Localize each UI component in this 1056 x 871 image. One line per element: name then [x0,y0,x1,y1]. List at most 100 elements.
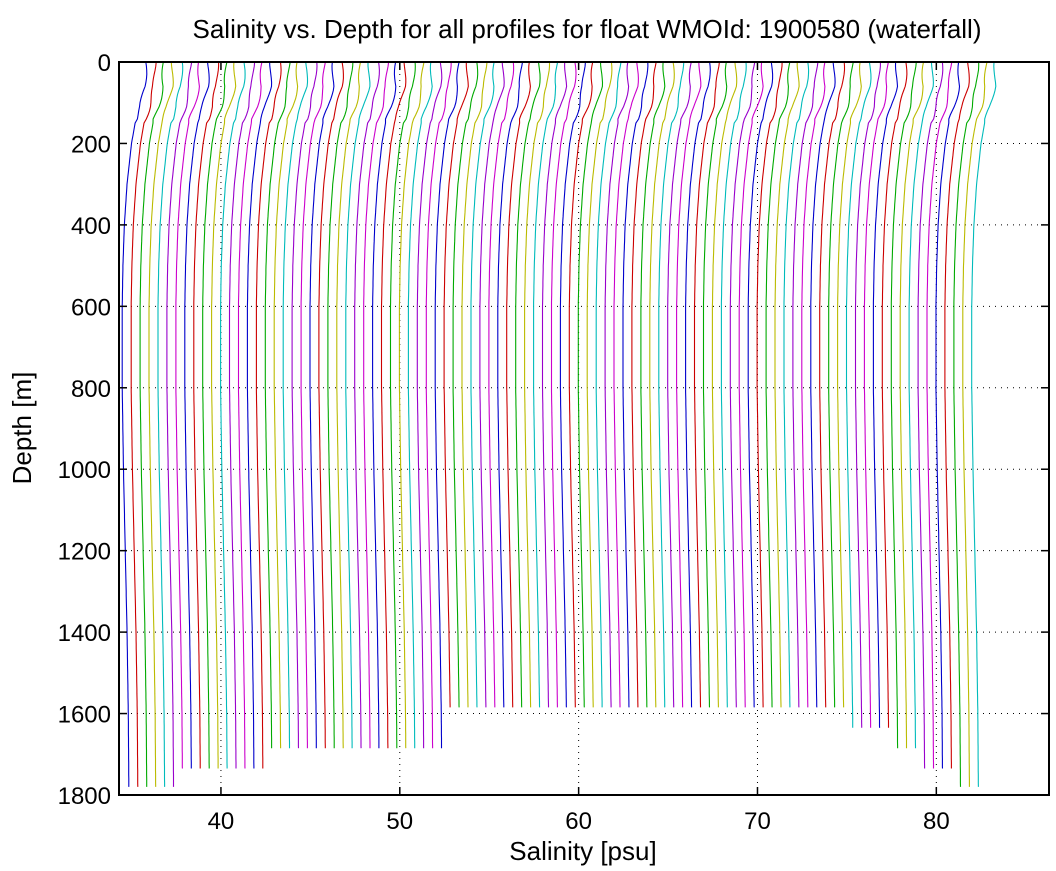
profile-line [264,61,291,749]
profile-line [193,62,220,769]
profile-line [604,61,630,708]
profile-line [729,61,756,708]
profile-line [640,61,666,708]
profile-line [497,61,524,708]
profile-lines [121,61,997,787]
profile-line [407,61,433,749]
profile-line [282,61,309,749]
profile-line [765,61,791,708]
profile-line [372,61,397,749]
profile-line [175,61,200,769]
profile-line [667,61,692,708]
profile-line [595,61,622,708]
profile-line [300,61,326,749]
axis-ticks: 40 50 60 70 80020040060080010001200140016001… [58,50,1049,835]
profile-line [130,61,157,787]
y-tick-label: 200 [71,131,111,158]
profile-line [962,61,988,787]
profile-line [354,61,380,749]
x-tick-label: 40 [208,808,235,835]
profile-line [220,61,246,769]
profile-line [533,61,559,708]
profile-line [810,61,836,708]
profile-line [863,61,889,728]
profile-line [845,61,872,728]
profile-line [443,62,469,708]
y-tick-label: 0 [98,50,111,77]
y-tick-label: 800 [71,376,111,403]
x-tick-label: 80 [923,808,950,835]
profile-line [479,61,505,708]
profile-line [622,61,649,708]
profile-line [470,61,495,708]
profile-line [944,61,970,769]
x-axis-label: Salinity [psu] [509,836,656,866]
profile-line [318,61,344,749]
profile-line [676,61,702,708]
profile-line [380,61,407,749]
profile-line [559,61,586,708]
profile-line [309,61,335,749]
profile-line [273,61,299,749]
profile-line [166,61,193,787]
profile-line [837,61,862,708]
profile-line [917,61,944,769]
profile-line [854,62,881,728]
profile-line [202,61,228,769]
profile-line [586,61,613,708]
profile-line [693,61,720,708]
profile-line [291,61,318,749]
profile-line [488,61,515,708]
y-axis-label: Depth [m] [7,372,37,485]
profile-line [881,61,908,728]
profile-line [336,61,362,749]
profile-line [774,62,800,708]
profile-line [184,61,210,769]
profile-line [157,61,184,787]
profile-line [211,61,237,769]
profile-line [792,61,819,708]
profile-line [237,61,263,769]
profile-line [255,61,282,769]
profile-line [568,61,594,708]
profile-line [926,61,953,769]
profile-line [890,61,917,749]
profile-line [783,61,810,708]
profile-line [550,61,577,708]
profile-line [389,61,416,749]
profile-line [953,62,980,787]
profile-line [363,61,390,749]
profile-line [121,61,148,787]
y-tick-label: 1800 [58,783,111,810]
y-tick-label: 400 [71,213,111,240]
profile-line [228,61,256,769]
profile-line [524,62,551,708]
profile-line [327,61,354,749]
profile-line [908,61,934,749]
profile-line [702,61,728,708]
profile-line [541,61,568,708]
profile-line [345,62,371,749]
profile-line [515,61,541,708]
x-tick-label: 60 [565,808,592,835]
x-tick-label: 50 [386,808,413,835]
profile-line [398,61,425,749]
profile-line [425,61,452,749]
y-tick-label: 1200 [58,539,111,566]
profile-line [452,61,479,708]
y-tick-label: 600 [71,294,111,321]
profile-line [631,61,657,708]
profile-line [649,61,675,708]
x-tick-label: 70 [744,808,771,835]
profile-line [819,61,846,708]
profile-line [801,61,826,708]
profile-line [658,61,685,708]
profile-line [720,61,747,708]
profile-line [434,61,460,749]
profile-line [971,61,997,787]
plot-frame [118,61,1050,796]
profile-line [756,61,783,708]
profile-line [148,61,174,787]
profile-line [613,61,639,708]
